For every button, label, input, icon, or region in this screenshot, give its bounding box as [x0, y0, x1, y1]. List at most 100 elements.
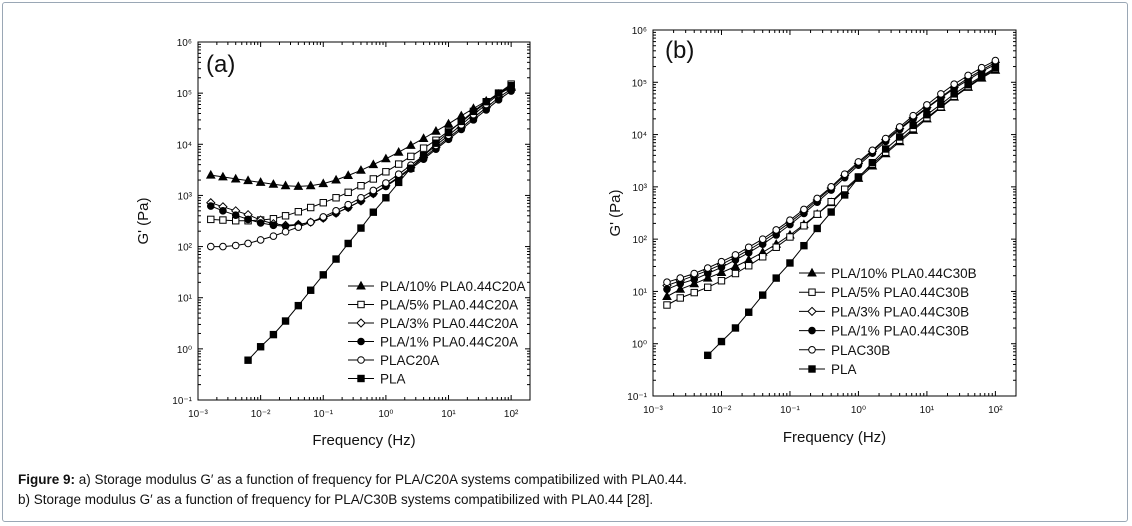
data-point	[950, 90, 958, 98]
data-point	[318, 178, 329, 188]
data-point	[772, 274, 780, 282]
data-point	[268, 179, 279, 188]
data-point	[207, 215, 215, 224]
caption-figure-label: Figure 9:	[18, 472, 76, 487]
data-point	[269, 330, 278, 339]
data-point	[868, 146, 877, 155]
legend-marker	[357, 356, 365, 364]
data-point	[294, 301, 303, 310]
series-pla-10-pla0-44c20a	[205, 82, 516, 190]
legend-label: PLA/3% PLA0.44C30B	[831, 304, 969, 319]
legend-label: PLA	[380, 372, 406, 387]
data-point	[937, 100, 945, 108]
y-tick-label: 10⁶	[632, 26, 647, 37]
data-point	[827, 198, 835, 206]
data-point	[369, 186, 378, 195]
data-point	[444, 128, 453, 137]
legend-entry: PLAC20A	[348, 353, 439, 368]
data-point	[663, 285, 671, 294]
series-pla	[244, 81, 515, 364]
y-tick-label: 10⁰	[632, 340, 647, 351]
data-point	[306, 218, 315, 226]
data-point	[230, 173, 241, 183]
caption-line-2: b) Storage modulus G′ as a function of f…	[18, 492, 654, 507]
series-pla	[704, 64, 1000, 360]
data-point	[231, 211, 240, 220]
data-point	[717, 277, 726, 285]
data-point	[827, 183, 835, 191]
series-line	[247, 85, 512, 361]
data-point	[507, 81, 515, 90]
data-point	[800, 205, 808, 214]
x-axis-label: Frequency (Hz)	[783, 429, 886, 446]
legend-label: PLAC20A	[380, 353, 439, 368]
data-point	[731, 324, 740, 332]
legend-label: PLA/5% PLA0.44C30B	[831, 285, 969, 300]
data-point	[800, 241, 808, 250]
data-point	[231, 241, 240, 250]
data-point	[294, 223, 303, 231]
x-tick-label: 10²	[988, 405, 1003, 416]
data-point	[675, 284, 686, 293]
legend-marker	[808, 288, 816, 296]
data-point	[494, 89, 503, 97]
data-point	[881, 145, 890, 153]
data-point	[704, 283, 712, 291]
data-point	[331, 174, 341, 184]
x-tick-label: 10¹	[920, 405, 935, 416]
series-pla-3-pla0-44c30b	[662, 57, 1001, 291]
data-point	[759, 291, 767, 299]
data-point	[206, 202, 215, 210]
data-point	[840, 191, 849, 199]
data-point	[293, 181, 304, 190]
data-point	[394, 160, 403, 168]
data-point	[937, 90, 945, 98]
data-point	[319, 213, 328, 221]
data-point	[895, 133, 904, 141]
data-point	[731, 251, 740, 259]
data-point	[759, 253, 767, 261]
data-point	[663, 278, 671, 287]
series-pla-1-pla0-44c20a	[206, 87, 515, 231]
legend-entry: PLA/5% PLA0.44C20A	[348, 298, 518, 313]
data-point	[840, 170, 849, 178]
data-point	[800, 222, 808, 230]
data-point	[964, 71, 972, 80]
data-point	[382, 194, 390, 202]
data-point	[702, 272, 713, 282]
legend-label: PLA/3% PLA0.44C20A	[380, 316, 518, 331]
x-tick-label: 10⁻¹	[780, 405, 800, 416]
data-point	[357, 224, 365, 232]
series-line	[666, 63, 996, 290]
data-point	[219, 242, 227, 251]
legend-label: PLA/10% PLA0.44C20A	[380, 279, 526, 294]
y-tick-label: 10⁰	[177, 345, 192, 356]
data-point	[356, 165, 366, 174]
x-axis-label: Frequency (Hz)	[312, 432, 415, 449]
data-point	[786, 259, 794, 267]
y-tick-label: 10⁴	[177, 140, 192, 151]
series-pla-3-pla0-44c20a	[206, 84, 516, 231]
data-point	[744, 243, 753, 252]
data-point	[255, 177, 266, 186]
data-point	[432, 139, 440, 147]
data-point	[676, 274, 685, 282]
data-point	[332, 207, 340, 215]
data-point	[419, 151, 428, 160]
legend-label: PLA/1% PLA0.44C20A	[380, 335, 518, 350]
legend-label: PLAC30B	[831, 343, 890, 358]
data-point	[964, 80, 972, 89]
x-tick-label: 10⁻³	[643, 405, 663, 416]
data-point	[443, 118, 454, 128]
panel-label: (a)	[206, 51, 235, 78]
data-point	[991, 64, 1000, 72]
data-point	[332, 255, 340, 263]
x-tick-label: 10⁻³	[188, 409, 208, 420]
data-point	[256, 236, 265, 244]
data-point	[772, 226, 781, 234]
data-point	[206, 242, 215, 251]
y-axis-label: G' (Pa)	[607, 189, 624, 236]
y-axis-label: G' (Pa)	[135, 197, 152, 244]
data-point	[269, 232, 278, 240]
